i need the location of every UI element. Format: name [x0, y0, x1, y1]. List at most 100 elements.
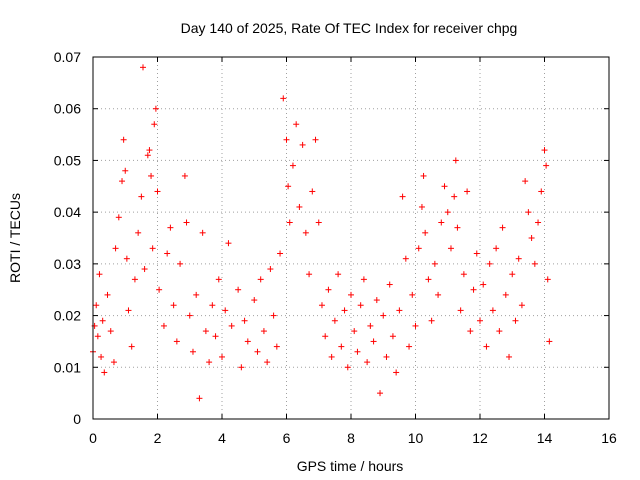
data-point: [438, 219, 445, 226]
data-point: [499, 224, 506, 231]
data-point: [389, 333, 396, 340]
data-point: [260, 328, 267, 335]
data-point: [219, 353, 225, 360]
data-point: [306, 271, 313, 278]
data-point: [546, 338, 553, 345]
data-point: [543, 162, 550, 169]
data-point: [525, 209, 532, 216]
data-point: [322, 333, 329, 340]
data-point: [280, 95, 287, 102]
data-point: [101, 369, 108, 376]
data-point: [328, 353, 335, 360]
data-point: [470, 286, 477, 293]
data-point: [348, 291, 354, 298]
data-point: [386, 281, 393, 288]
data-point: [486, 260, 493, 267]
y-tick-label: 0.01: [54, 359, 81, 375]
data-point: [135, 229, 142, 236]
data-point: [354, 348, 361, 355]
data-point: [107, 328, 114, 335]
data-point: [538, 188, 545, 195]
data-point: [512, 317, 519, 324]
data-point: [428, 317, 435, 324]
chart-title: Day 140 of 2025, Rate Of TEC Index for r…: [181, 20, 518, 36]
data-point: [152, 105, 159, 112]
data-point: [480, 281, 487, 288]
x-tick-label: 8: [347, 430, 355, 446]
data-point: [344, 364, 351, 371]
data-point: [364, 359, 371, 366]
data-point: [357, 302, 364, 309]
data-point: [173, 338, 180, 345]
data-point: [409, 291, 416, 298]
data-point: [535, 219, 542, 226]
data-point: [112, 245, 119, 252]
data-point: [225, 240, 232, 247]
data-point: [415, 245, 422, 252]
y-tick-label: 0.03: [54, 256, 81, 272]
data-point: [93, 302, 100, 309]
data-point: [377, 390, 384, 397]
data-point: [289, 162, 296, 169]
data-point: [506, 353, 513, 360]
data-point: [457, 307, 464, 314]
data-point: [425, 276, 432, 283]
data-point: [502, 291, 509, 298]
data-point: [128, 343, 135, 350]
data-point: [110, 359, 117, 366]
data-point: [212, 333, 219, 340]
data-point: [141, 266, 148, 273]
data-point: [325, 286, 332, 293]
data-point: [228, 322, 235, 329]
data-point: [186, 312, 193, 319]
data-point: [383, 353, 390, 360]
data-point: [120, 136, 127, 143]
data-point: [467, 328, 474, 335]
x-tick-label: 12: [472, 430, 488, 446]
data-point: [373, 297, 380, 304]
data-point: [238, 364, 245, 371]
data-point: [273, 343, 280, 350]
data-point: [257, 276, 264, 283]
data-points: [90, 64, 553, 402]
data-point: [286, 219, 293, 226]
data-point: [277, 250, 284, 257]
x-tick-label: 4: [218, 430, 226, 446]
data-point: [406, 343, 413, 350]
x-axis-label: GPS time / hours: [297, 458, 404, 474]
data-point: [123, 255, 130, 262]
data-point: [302, 229, 309, 236]
data-point: [177, 260, 184, 267]
data-point: [418, 203, 425, 210]
data-point: [235, 286, 242, 293]
data-point: [149, 245, 156, 252]
data-point: [222, 307, 229, 314]
x-tick-label: 2: [154, 430, 162, 446]
data-point: [98, 353, 105, 360]
data-point: [196, 395, 203, 402]
data-point: [444, 209, 451, 216]
data-point: [144, 152, 151, 159]
data-point: [189, 348, 196, 355]
data-point: [267, 266, 274, 273]
data-point: [412, 322, 419, 329]
data-point: [447, 245, 454, 252]
data-point: [393, 369, 400, 376]
data-point: [125, 307, 132, 314]
y-tick-label: 0: [73, 411, 81, 427]
x-tick-label: 14: [537, 430, 553, 446]
data-point: [296, 203, 303, 210]
data-point: [544, 276, 551, 283]
data-point: [435, 291, 442, 298]
data-point: [160, 322, 167, 329]
data-point: [335, 271, 342, 278]
data-point: [399, 193, 406, 200]
data-point: [367, 322, 374, 329]
data-point: [402, 255, 409, 262]
grid-lines: [93, 57, 609, 419]
data-point: [183, 219, 190, 226]
data-point: [104, 291, 111, 298]
data-point: [244, 338, 251, 345]
data-point: [541, 147, 548, 154]
data-point: [119, 178, 126, 185]
